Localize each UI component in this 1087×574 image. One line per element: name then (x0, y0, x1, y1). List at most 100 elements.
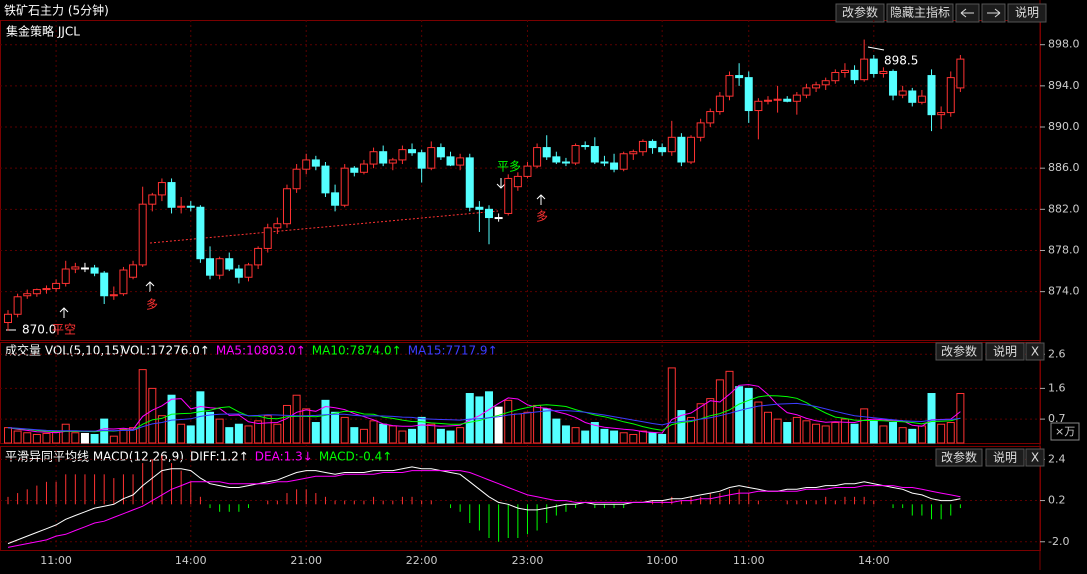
volume-bar (600, 428, 609, 444)
candle-body (417, 152, 426, 169)
candle-body (494, 217, 503, 220)
y-tick-label: 2.6 (1048, 347, 1066, 360)
candle-body (61, 268, 70, 284)
button-label[interactable]: X (1031, 345, 1039, 359)
button-label[interactable]: 说明 (1015, 5, 1039, 20)
candle-body (812, 84, 821, 89)
button[interactable] (886, 3, 954, 23)
y-tick-label: 898.0 (1048, 38, 1080, 51)
signal-arrow (536, 194, 546, 205)
button-label[interactable]: 改参数 (941, 450, 977, 465)
y-tick-label: 894.0 (1048, 79, 1080, 92)
volume-bar (350, 427, 359, 444)
volume-bar (638, 430, 647, 444)
y-tick-label: 890.0 (1048, 120, 1080, 133)
candle-body (773, 98, 782, 101)
volume-bar (282, 404, 291, 444)
candle-body (850, 69, 859, 81)
volume-bar (427, 423, 436, 444)
volume-bar (677, 410, 686, 444)
volume-bar (138, 369, 147, 444)
volume-bar (302, 408, 311, 444)
candle-body (908, 90, 917, 103)
button-label[interactable]: 改参数 (941, 344, 977, 359)
candle-body (465, 157, 474, 208)
candle-body (638, 140, 647, 153)
candle-body (715, 95, 724, 113)
candle-body (898, 90, 907, 96)
volume-bar (32, 433, 41, 444)
volume-bar (148, 387, 157, 444)
arrow-icon (960, 8, 974, 18)
volume-bar (225, 427, 234, 444)
volume-bar (542, 408, 551, 444)
x-tick-label: 14:00 (858, 554, 890, 567)
volume-bar (456, 427, 465, 444)
candle-body (831, 71, 840, 82)
volume-bar (879, 425, 888, 444)
volume-bar (157, 415, 166, 444)
volume-bar (687, 416, 696, 444)
volume-bar (504, 399, 513, 444)
volume-bar (321, 399, 330, 444)
button-label[interactable]: 说明 (993, 450, 1017, 465)
button[interactable] (985, 342, 1025, 361)
button-label[interactable]: 改参数 (842, 5, 878, 20)
candle-body (13, 296, 22, 315)
series-line (7, 384, 961, 434)
candle-body (350, 167, 359, 173)
volume-bar (917, 425, 926, 444)
volume-bar (273, 423, 282, 444)
volume-bar (42, 432, 51, 444)
button[interactable] (935, 448, 983, 467)
candle-body (234, 268, 243, 278)
legend-entry: MA10:7874.0↑ (312, 344, 402, 358)
signal-label: 多 (536, 210, 548, 224)
volume-bar (773, 418, 782, 444)
button[interactable] (1025, 448, 1045, 467)
volume-bar (359, 428, 368, 444)
candle-body (71, 266, 80, 270)
candle-body (475, 206, 484, 210)
candle-body (340, 167, 349, 206)
candle-body (4, 313, 12, 324)
volume-bar (821, 425, 830, 444)
button[interactable] (835, 3, 885, 23)
candle-body (215, 258, 224, 276)
candle-body (225, 258, 234, 270)
candle-body (263, 227, 272, 249)
volume-bar (533, 404, 542, 444)
volume-bar (80, 432, 89, 444)
candle-body (658, 147, 667, 153)
series-line (7, 402, 961, 432)
button-label[interactable]: 隐藏主指标 (890, 5, 950, 20)
volume-bar (494, 406, 503, 444)
volume-readout: VOL:17276.0↑ (122, 344, 210, 358)
candle-body (677, 136, 686, 163)
volume-bar (898, 427, 907, 444)
volume-bar (215, 418, 224, 444)
candle-body (754, 100, 763, 112)
volume-bar (436, 428, 445, 444)
button-label[interactable]: X (1031, 451, 1039, 465)
candle-body (359, 163, 368, 173)
button[interactable] (985, 448, 1025, 467)
candle-body (331, 192, 340, 206)
button[interactable] (935, 342, 983, 361)
candle-body (254, 247, 263, 266)
button[interactable] (1025, 342, 1045, 361)
series-line (7, 395, 961, 433)
candle-body (946, 77, 955, 114)
button-label[interactable]: 说明 (993, 344, 1017, 359)
candle-body (302, 159, 311, 170)
candle-body (485, 208, 493, 219)
candle-body (869, 58, 878, 75)
volume-bar (850, 423, 859, 444)
y-tick-label: 0.7 (1048, 412, 1066, 425)
candle-body (369, 151, 378, 165)
candle-body (167, 182, 176, 208)
volume-bar (744, 387, 753, 444)
y-tick-label: 874.0 (1048, 285, 1080, 298)
signal-arrow (496, 178, 506, 189)
button[interactable] (1007, 3, 1047, 23)
